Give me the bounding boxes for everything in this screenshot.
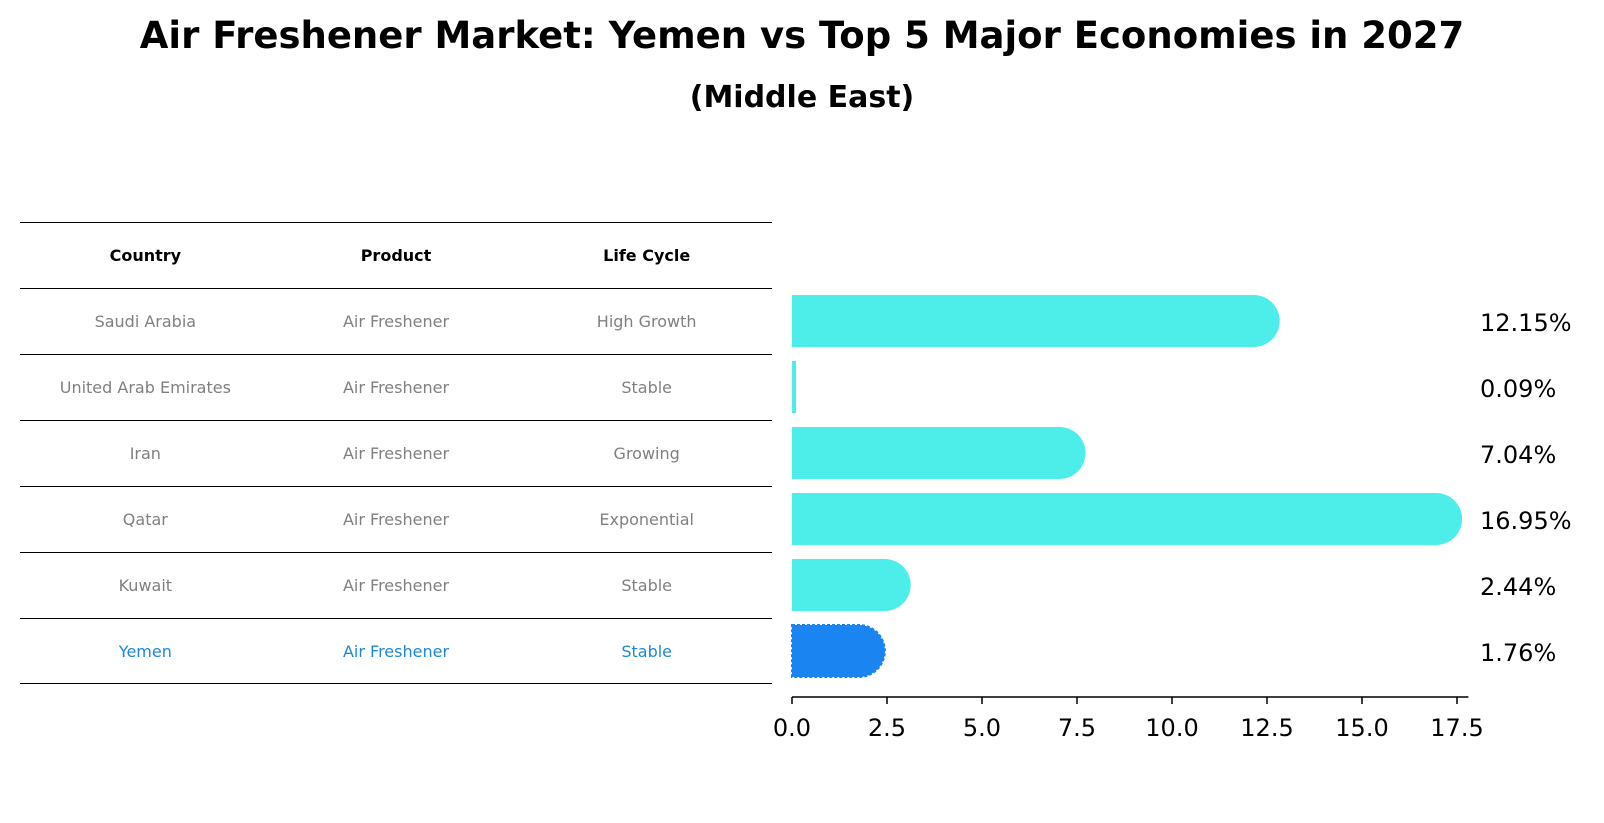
cell-life-cycle: High Growth [596,312,697,331]
bar [792,295,1280,347]
table-row: Kuwait Air Freshener Stable [20,552,772,618]
bar [792,427,1086,479]
header-country: Country [109,246,182,265]
bar-value-label: 0.09% [1480,375,1556,403]
data-table: Country Product Life Cycle Saudi Arabia … [20,222,772,684]
bar-value-label: 16.95% [1480,507,1572,535]
cell-product: Air Freshener [342,312,450,331]
bar-value-label: 7.04% [1480,441,1556,469]
header-life-cycle: Life Cycle [603,246,691,265]
x-tick-label: 15.0 [1335,714,1388,742]
bar-value-label: 12.15% [1480,309,1572,337]
table-row-highlighted: Yemen Air Freshener Stable [20,618,772,684]
x-tick-label: 7.5 [1058,714,1096,742]
bar [792,361,796,413]
x-tick-label: 0.0 [773,714,811,742]
cell-product: Air Freshener [342,378,450,397]
cell-product: Air Freshener [342,641,450,661]
cell-life-cycle: Stable [621,378,673,397]
cell-life-cycle: Stable [621,576,673,595]
x-tick-label: 12.5 [1240,714,1293,742]
cell-product: Air Freshener [342,576,450,595]
table-row: Saudi Arabia Air Freshener High Growth [20,288,772,354]
bar [792,493,1463,545]
header-product: Product [360,246,432,265]
x-tick-label: 2.5 [868,714,906,742]
cell-country: United Arab Emirates [59,378,231,397]
chart-title: Air Freshener Market: Yemen vs Top 5 Maj… [139,14,1465,57]
cell-product: Air Freshener [342,510,450,529]
table-header-row: Country Product Life Cycle [20,222,772,288]
table-row: Qatar Air Freshener Exponential [20,486,772,552]
x-tick-label: 17.5 [1430,714,1483,742]
x-tick-label: 5.0 [963,714,1001,742]
cell-life-cycle: Growing [613,444,680,463]
cell-country: Kuwait [118,576,173,595]
cell-country: Iran [129,444,161,463]
cell-country: Yemen [118,641,172,661]
bar-value-label: 1.76% [1480,639,1556,667]
bar [792,559,911,611]
cell-country: Saudi Arabia [94,312,197,331]
cell-product: Air Freshener [342,444,450,463]
cell-country: Qatar [122,510,168,529]
cell-life-cycle: Exponential [599,510,694,529]
cell-life-cycle: Stable [621,641,673,661]
table-row: United Arab Emirates Air Freshener Stabl… [20,354,772,420]
bar-value-label: 2.44% [1480,573,1556,601]
x-tick-label: 10.0 [1145,714,1198,742]
bar-highlighted [791,624,886,678]
chart-subtitle: (Middle East) [689,80,915,115]
table-row: Iran Air Freshener Growing [20,420,772,486]
